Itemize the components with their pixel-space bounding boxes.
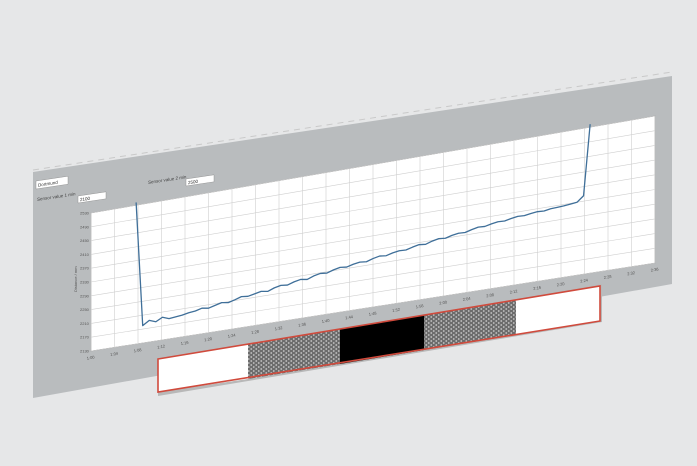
- grid-line-horizontal: [90, 203, 656, 297]
- series-line: [135, 124, 591, 327]
- location-dropdown[interactable]: [35, 175, 69, 190]
- x-tick-label: 1:32: [274, 325, 283, 331]
- grid-line-horizontal: [90, 145, 656, 241]
- x-tick-label: 2:16: [533, 285, 542, 291]
- x-tick-label: 1:04: [110, 351, 119, 357]
- y-tick-label: 2250: [80, 307, 90, 312]
- y-tick-label: 2530: [80, 211, 90, 216]
- sensor1-label: Sensor value 1 min: [37, 191, 76, 202]
- x-tick-label: 1:24: [227, 332, 236, 338]
- grid-line-horizontal: [90, 233, 656, 324]
- x-tick-label: 2:00: [439, 299, 448, 305]
- y-tick-label: 2290: [80, 293, 90, 298]
- sensor2-input[interactable]: [185, 174, 215, 187]
- sensor1-input[interactable]: [77, 191, 107, 204]
- sensor2-value: 2500: [188, 179, 198, 186]
- x-tick-label: 1:28: [251, 329, 260, 335]
- sensor2-label: Sensor value 2 min: [148, 174, 187, 185]
- y-tick-label: 2490: [80, 224, 90, 229]
- grid-line-horizontal: [90, 159, 656, 255]
- x-tick-label: 2:12: [509, 288, 518, 294]
- grid-line-horizontal: [90, 130, 656, 228]
- x-tick-label: 2:28: [603, 274, 612, 280]
- y-tick-label: 2130: [80, 349, 90, 354]
- x-tick-label: 1:08: [133, 347, 142, 353]
- x-tick-label: 1:36: [298, 321, 307, 327]
- y-tick-label: 2370: [80, 266, 90, 271]
- x-tick-label: 2:08: [486, 292, 495, 298]
- y-tick-label: 2330: [80, 280, 90, 285]
- y-tick-label: 2170: [80, 335, 90, 340]
- x-tick-label: 1:20: [204, 336, 213, 342]
- grid-line-horizontal: [90, 174, 656, 269]
- y-tick-label: 2450: [80, 238, 90, 243]
- x-tick-label: 2:04: [462, 296, 471, 302]
- x-tick-label: 1:52: [392, 307, 401, 313]
- strip-black-center: [340, 315, 424, 364]
- grid-line-horizontal: [90, 218, 656, 310]
- distance-chart: 2130 2170 2210 2250 2290 2330 2370 2410 2450 2490…: [80, 115, 660, 361]
- y-axis-label: Distance / mm: [73, 266, 78, 292]
- strip-white-right: [516, 286, 600, 335]
- grid-line-horizontal: [90, 248, 656, 338]
- sensor1-value: 2100: [80, 196, 90, 203]
- x-tick-label: 1:56: [415, 303, 424, 309]
- strip-border: [157, 285, 601, 393]
- x-tick-label: 2:24: [580, 277, 589, 283]
- panel-top-edge: [32, 71, 673, 171]
- grid-line-horizontal: [90, 115, 656, 214]
- y-tick-label: 2410: [80, 252, 90, 257]
- toolbar: Dortmund Sensor value 1 min 2100 Sensor …: [35, 174, 215, 204]
- x-tick-label: 2:20: [556, 281, 565, 287]
- x-tick-label: 2:36: [650, 266, 659, 272]
- x-tick-label: 2:32: [627, 270, 636, 276]
- x-tick-label: 1:44: [345, 314, 354, 320]
- x-tick-label: 1:16: [180, 340, 189, 346]
- x-tick-label: 1:12: [157, 343, 166, 349]
- material-strip: [157, 284, 602, 396]
- x-tick-label: 1:40: [321, 318, 330, 324]
- grid-line-horizontal: [90, 262, 656, 352]
- x-tick-label: 1:00: [86, 354, 95, 360]
- grid-line-horizontal: [90, 189, 656, 283]
- location-dropdown-value: Dortmund: [38, 180, 58, 188]
- x-tick-label: 1:48: [368, 310, 377, 316]
- y-tick-label: 2210: [80, 321, 90, 326]
